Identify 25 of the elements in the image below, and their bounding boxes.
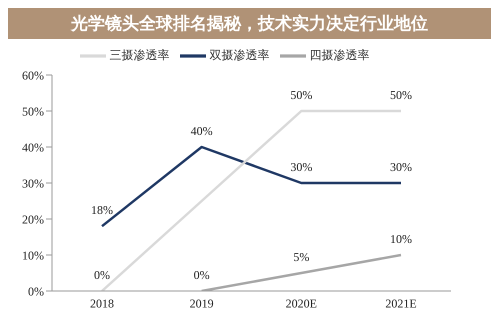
data-label: 50% [390, 88, 412, 102]
y-tick-label: 30% [22, 176, 44, 190]
legend-label: 三摄渗透率 [110, 48, 170, 62]
y-tick-label: 20% [22, 212, 44, 226]
y-tick-label: 60% [22, 68, 44, 82]
x-tick-label: 2019 [190, 296, 214, 311]
data-label: 0% [194, 268, 210, 282]
legend-label: 四摄渗透率 [310, 48, 370, 62]
x-tick-label: 2020E [286, 296, 318, 311]
legend-label: 双摄渗透率 [210, 48, 270, 62]
x-tick-label: 2018 [90, 296, 114, 311]
data-label: 40% [190, 124, 213, 138]
y-tick-label: 10% [22, 248, 44, 262]
data-label: 0% [94, 268, 110, 282]
data-label: 30% [390, 160, 412, 174]
data-label: 5% [293, 250, 310, 264]
chart-title: 光学镜头全球排名揭秘，技术实力决定行业地位 [8, 8, 491, 39]
data-label: 10% [390, 232, 412, 246]
x-tick-label: 2021E [385, 296, 417, 311]
data-label: 50% [290, 88, 312, 102]
y-tick-label: 50% [22, 104, 44, 118]
data-label: 18% [91, 203, 113, 218]
y-tick-label: 0% [28, 284, 44, 298]
data-label: 30% [290, 160, 312, 174]
y-tick-label: 40% [22, 140, 44, 154]
